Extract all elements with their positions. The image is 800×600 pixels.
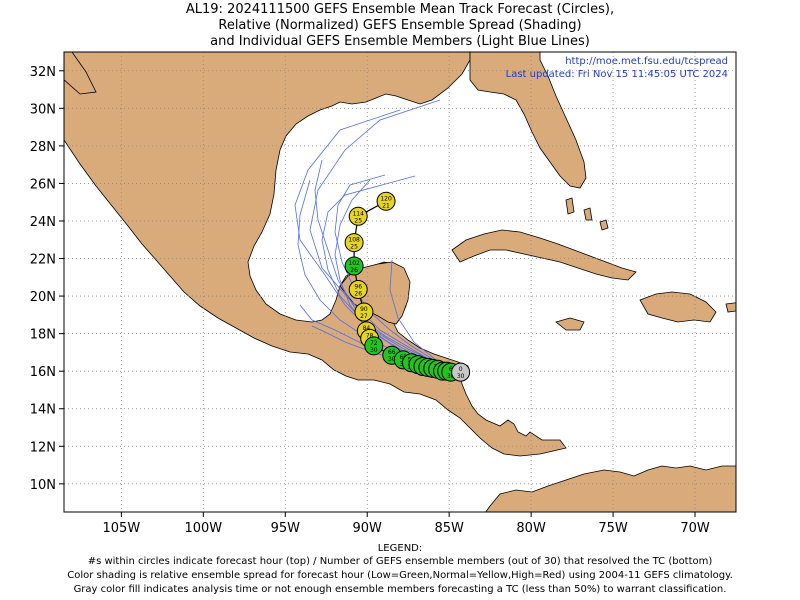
x-tick-label: 80W [516,521,546,536]
legend-line-2: Color shading is relative ensemble sprea… [67,570,733,581]
south-america-land [485,465,736,512]
forecast-hour-label: 60 [399,354,407,361]
y-tick-label: 10N [30,478,56,493]
member-track [309,99,459,368]
forecast-hour-label: 120 [380,195,392,202]
member-count-label: 25 [350,244,358,251]
member-count-label: 25 [354,217,362,224]
x-tick-label: 90W [353,521,383,536]
y-tick-label: 32N [30,65,56,80]
y-tick-label: 14N [30,403,56,418]
forecast-hour-label: 114 [352,210,364,217]
y-tick-label: 22N [30,253,56,268]
source-url-link[interactable]: http://moe.met.fsu.edu/tcspread [565,56,728,67]
legend-line-3: Gray color fill indicates analysis time … [73,584,727,595]
forecast-point-0: 030 [451,362,471,382]
member-count-label: 30 [457,373,465,380]
cuba-island [451,229,637,281]
forecast-circle [348,206,368,226]
forecast-hour-label: 66 [388,349,396,356]
y-tick-label: 30N [30,102,56,117]
y-tick-label: 20N [30,290,56,305]
baja-california [64,52,97,95]
legend-line-1: #s within circles indicate forecast hour… [87,556,713,567]
north-america-land [64,52,567,457]
lat-lon-grid [64,52,736,512]
forecast-circle [348,280,368,300]
member-count-label: 30 [447,373,455,380]
member-count-label: 27 [360,313,368,320]
forecast-circle [354,302,374,322]
y-tick-label: 26N [30,177,56,192]
ensemble-mean-track: 1202111425108251022696269027842878297230… [344,191,471,382]
forecast-hour-label: 102 [348,260,360,267]
y-tick-label: 16N [30,365,56,380]
x-tick-label: 105W [103,521,141,536]
member-track [314,159,459,368]
hispaniola-island [639,291,717,323]
forecast-circle [344,256,364,276]
title-line-1: AL19: 2024111500 GEFS Ensemble Mean Trac… [185,2,615,17]
forecast-circle [376,191,396,211]
forecast-circle [451,362,471,382]
forecast-hour-label: 90 [360,306,368,313]
forecast-hour-label: 84 [363,325,371,332]
y-tick-label: 18N [30,328,56,343]
title-line-3: and Individual GEFS Ensemble Members (Li… [210,34,590,49]
x-tick-label: 100W [184,521,222,536]
puerto-rico-island [725,302,736,313]
y-tick-label: 12N [30,440,56,455]
member-count-label: 21 [382,202,390,209]
x-tick-label: 70W [680,521,710,536]
florida-peninsula [469,52,587,189]
forecast-circle [344,233,364,253]
x-tick-label: 75W [598,521,628,536]
member-count-label: 30 [388,356,396,363]
title-line-2: Relative (Normalized) GEFS Ensemble Spre… [218,18,582,33]
y-tick-label: 28N [30,140,56,155]
forecast-hour-label: 0 [459,366,463,373]
x-tick-label: 85W [434,521,464,536]
y-tick-label: 24N [30,215,56,230]
jamaica-island [555,317,585,331]
forecast-hour-label: 6 [449,366,453,373]
forecast-hour-label: 108 [348,237,360,244]
forecast-hour-label: 78 [366,332,374,339]
forecast-hour-label: 96 [354,284,362,291]
last-updated-text: Last updated: Fri Nov 15 11:45:05 UTC 20… [505,69,728,80]
forecast-circle [364,336,384,356]
member-count-label: 26 [350,267,358,274]
member-count-label: 26 [354,291,362,298]
forecast-hour-label: 72 [370,340,378,347]
member-count-label: 30 [370,347,378,354]
x-tick-label: 95W [271,521,301,536]
axis-ticks: 105W 100W 95W 90W 85W 80W 75W 70W 32N 30N 28N 26N 24… [30,65,710,536]
map-frame [63,51,737,513]
land-masses [64,52,736,512]
legend-heading: LEGEND: [377,543,423,554]
member-track [321,175,459,368]
